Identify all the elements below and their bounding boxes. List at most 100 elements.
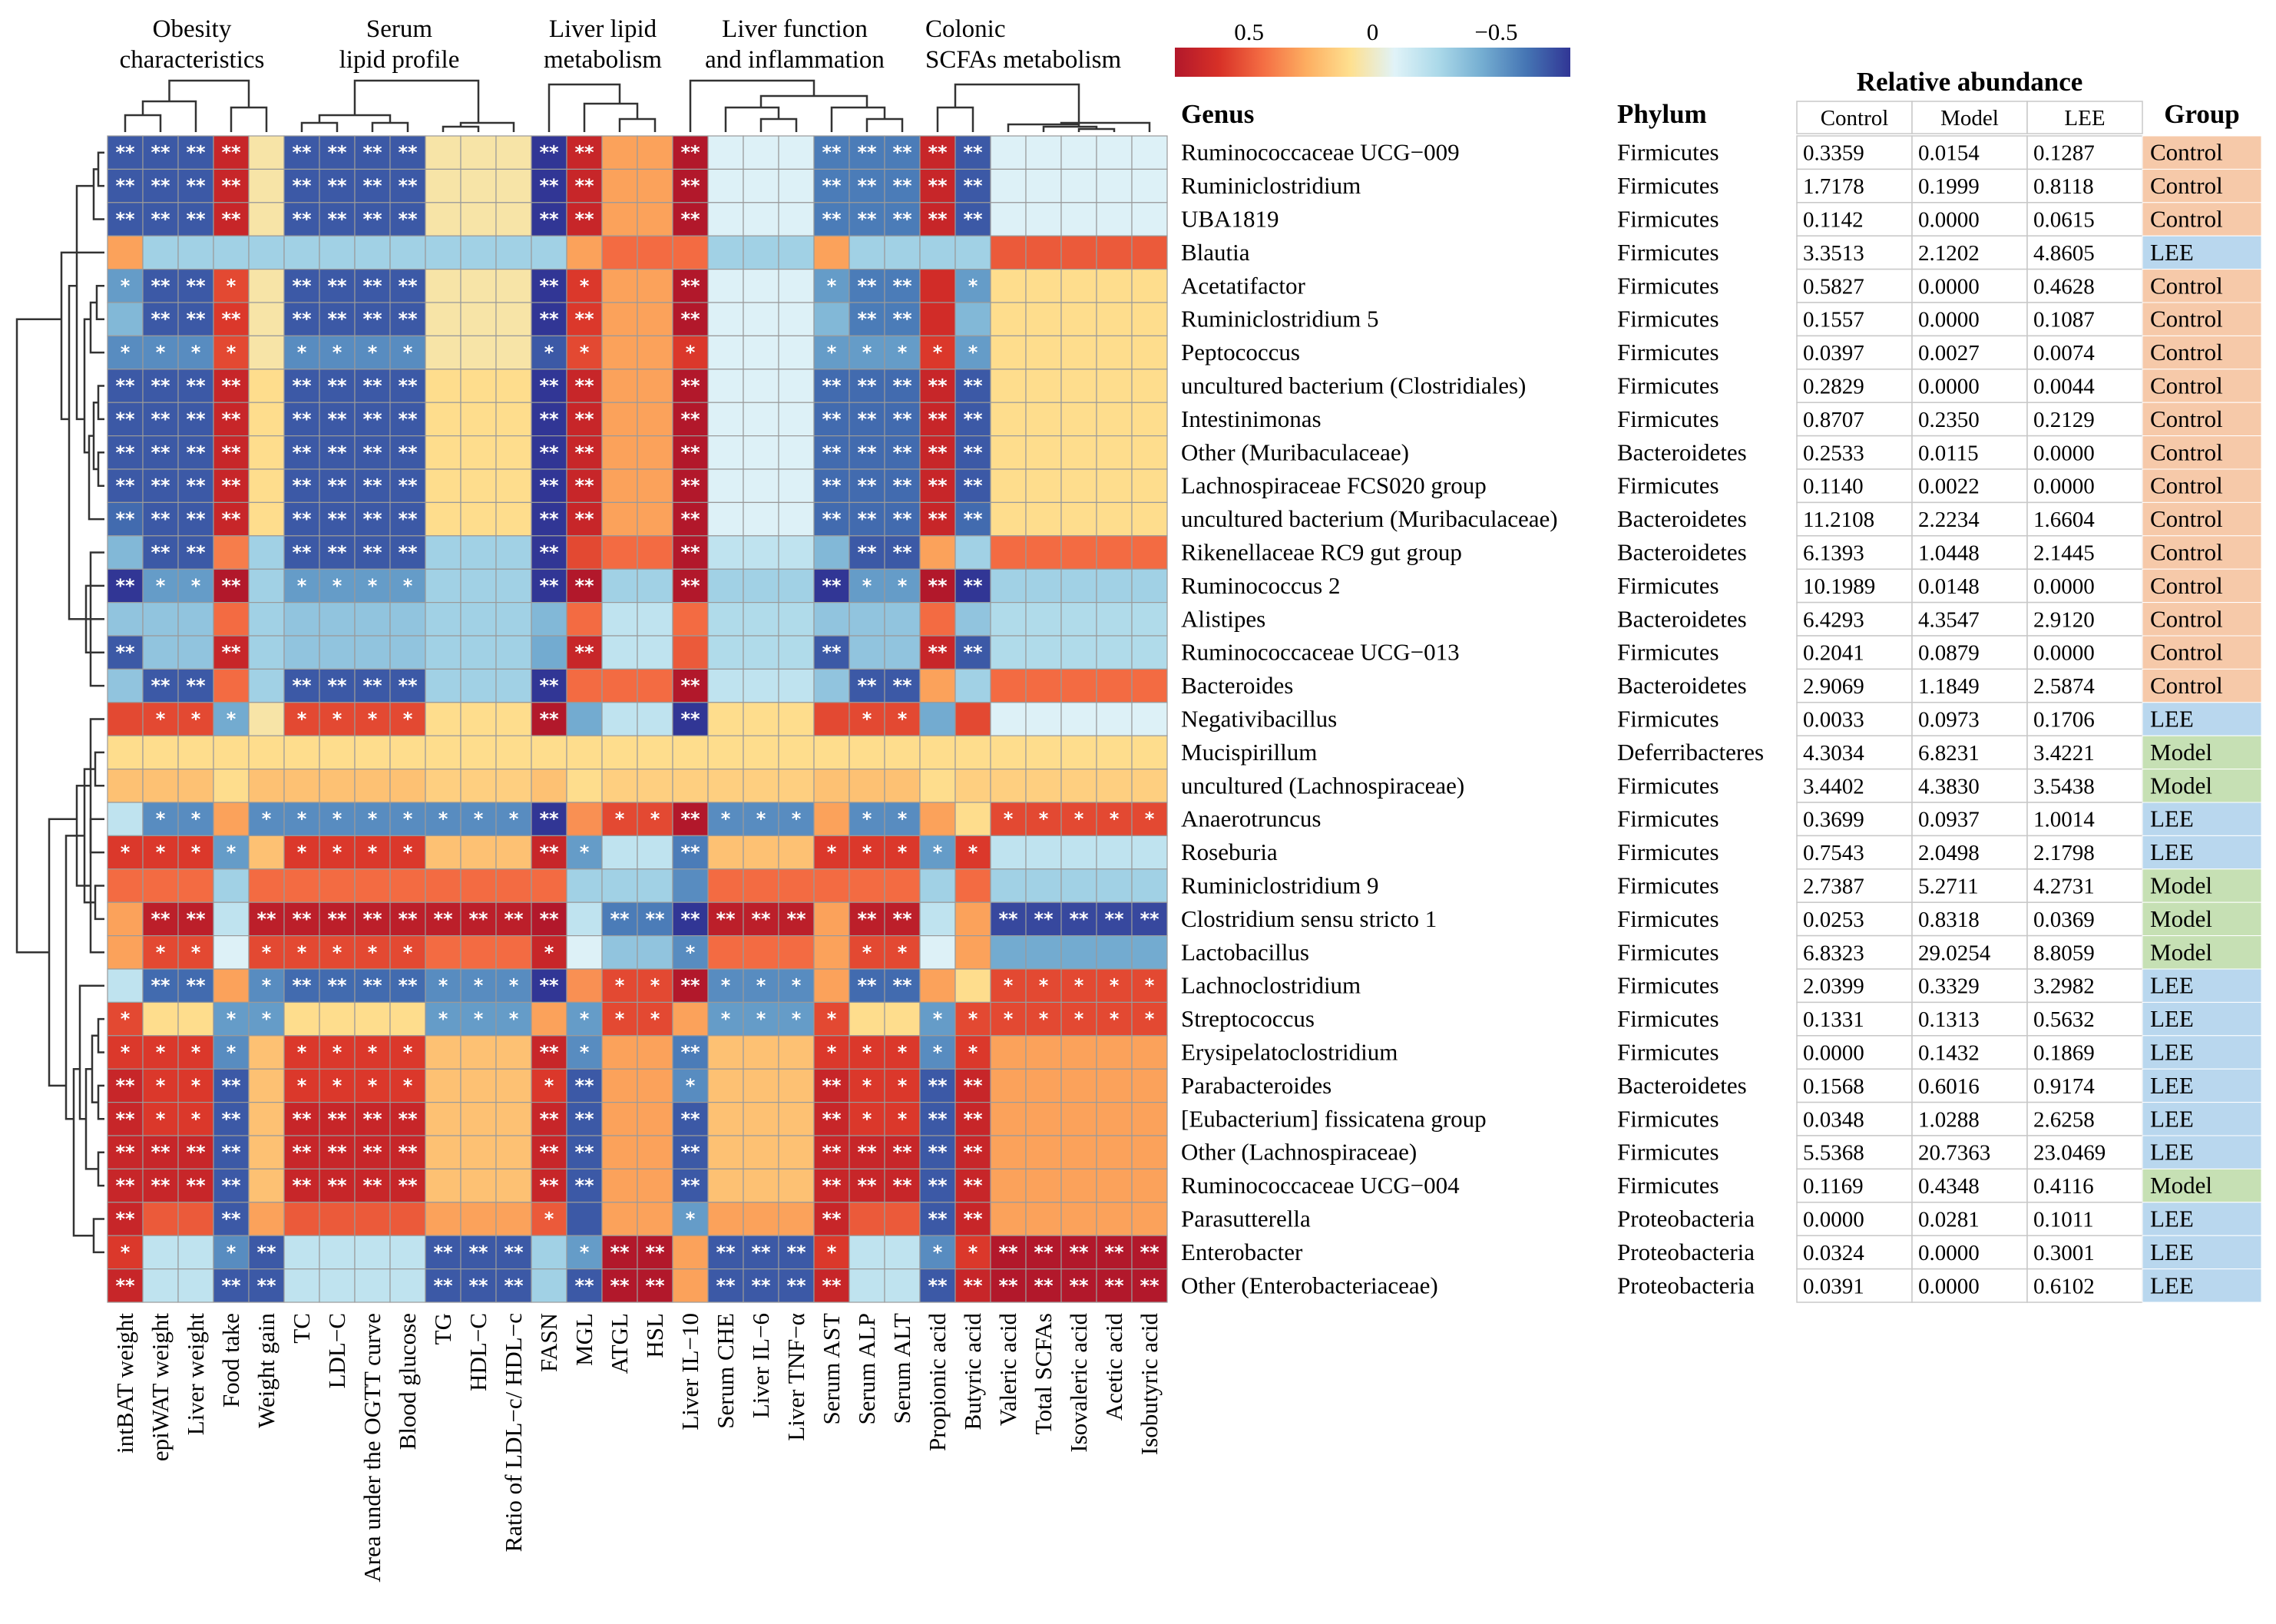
significance-star: ** — [151, 508, 170, 530]
heatmap-cell — [319, 168, 356, 203]
heatmap-cell — [778, 369, 815, 403]
dendrogram-branch — [353, 79, 480, 123]
phylum-label: Firmicutes — [1617, 838, 1719, 865]
heatmap-cell — [1025, 468, 1062, 504]
heatmap-cell — [248, 568, 285, 604]
heatmap-cell — [1060, 501, 1097, 537]
heatmap-cell — [248, 901, 285, 937]
significance-star: ** — [186, 275, 206, 296]
heatmap-cell — [213, 1168, 250, 1203]
heatmap-cell — [813, 302, 850, 337]
heatmap-cell — [954, 934, 991, 970]
heatmap-cell — [743, 335, 779, 370]
significance-star: * — [474, 1008, 484, 1030]
heatmap-cell — [778, 735, 815, 770]
heatmap-cell — [283, 601, 320, 637]
heatmap-cell — [743, 1235, 779, 1270]
heatmap-cell — [531, 635, 567, 670]
group-cell — [2142, 1001, 2262, 1037]
significance-star: ** — [433, 908, 453, 930]
heatmap-cell — [1131, 868, 1168, 903]
heatmap-cell — [495, 934, 532, 970]
table-cell — [2026, 235, 2143, 270]
heatmap-cell — [849, 468, 885, 504]
heatmap-cell — [1131, 1135, 1168, 1170]
significance-star: ** — [327, 408, 347, 430]
heatmap-cell — [354, 1035, 391, 1070]
column-label: TC — [288, 1313, 315, 1344]
genus-label: uncultured bacterium (Muribaculaceae) — [1181, 505, 1558, 532]
heatmap-cell — [884, 835, 921, 870]
significance-star: * — [968, 842, 978, 863]
abundance-value: 2.0399 — [1803, 974, 1864, 999]
dendrogram-branch — [88, 435, 104, 521]
heatmap-cell — [389, 601, 426, 637]
significance-star: ** — [680, 475, 700, 497]
significance-star: ** — [1140, 1242, 1160, 1263]
significance-star: ** — [822, 1275, 842, 1296]
significance-star: * — [403, 342, 413, 363]
significance-star: * — [686, 1075, 696, 1096]
significance-star: ** — [892, 309, 912, 330]
heatmap-cell — [213, 802, 250, 837]
relative-abundance-title: Relative abundance — [1857, 67, 2083, 97]
heatmap-cell — [107, 1168, 144, 1203]
significance-star: * — [332, 709, 342, 730]
heatmap-cell — [319, 768, 356, 803]
heatmap-cell — [566, 135, 603, 170]
heatmap-cell — [1060, 135, 1097, 170]
heatmap-cell — [213, 934, 250, 970]
significance-star: ** — [186, 1175, 206, 1196]
heatmap-cell — [425, 269, 461, 303]
significance-star: ** — [822, 1108, 842, 1130]
significance-star: ** — [398, 442, 418, 463]
table-cell — [2026, 202, 2143, 236]
genus-label: Rikenellaceae RC9 gut group — [1181, 539, 1462, 566]
heatmap-cell — [319, 1268, 356, 1303]
heatmap-cell — [425, 1202, 461, 1236]
heatmap-cell — [566, 269, 603, 303]
significance-star: ** — [1104, 1275, 1124, 1296]
significance-star: ** — [822, 375, 842, 397]
heatmap-cell — [283, 868, 320, 903]
significance-star: ** — [398, 975, 418, 997]
significance-star: ** — [292, 175, 312, 197]
heatmap-cell — [248, 468, 285, 504]
column-label: HSL — [641, 1313, 668, 1358]
heatmap-cell — [849, 868, 885, 903]
heatmap-cell — [1060, 635, 1097, 670]
heatmap-cell — [1025, 568, 1062, 604]
heatmap-cell — [1096, 1202, 1133, 1236]
heatmap-cell — [1060, 768, 1097, 803]
heatmap-cell — [1060, 202, 1097, 236]
heatmap-cell — [990, 535, 1027, 570]
phylum-label: Proteobacteria — [1617, 1272, 1755, 1298]
significance-star: * — [156, 842, 166, 863]
heatmap-cell — [1025, 369, 1062, 403]
significance-star: ** — [857, 975, 877, 997]
significance-star: * — [332, 809, 342, 830]
heatmap-cell — [177, 968, 214, 1004]
significance-star: ** — [822, 1075, 842, 1096]
heatmap-cell — [707, 1168, 744, 1203]
column-label: FASN — [535, 1313, 562, 1372]
group-title: Group — [2164, 99, 2240, 129]
significance-star: ** — [115, 575, 135, 597]
significance-star: ** — [539, 175, 559, 197]
table-cell — [1911, 635, 2028, 670]
significance-star: ** — [398, 175, 418, 197]
heatmap-cell — [177, 501, 214, 537]
table-cell — [2026, 702, 2143, 736]
table-cell — [2026, 601, 2143, 637]
heatmap-cell — [425, 568, 461, 604]
heatmap-cell — [213, 735, 250, 770]
significance-star: ** — [327, 209, 347, 230]
heatmap-cell — [778, 335, 815, 370]
significance-star: ** — [115, 1108, 135, 1130]
heatmap-cell — [354, 702, 391, 736]
heatmap-cell — [707, 668, 744, 703]
heatmap-cell — [354, 1101, 391, 1136]
table-header-label: LEE — [2064, 106, 2105, 131]
heatmap-cell — [954, 735, 991, 770]
table-cell — [1796, 435, 1913, 470]
